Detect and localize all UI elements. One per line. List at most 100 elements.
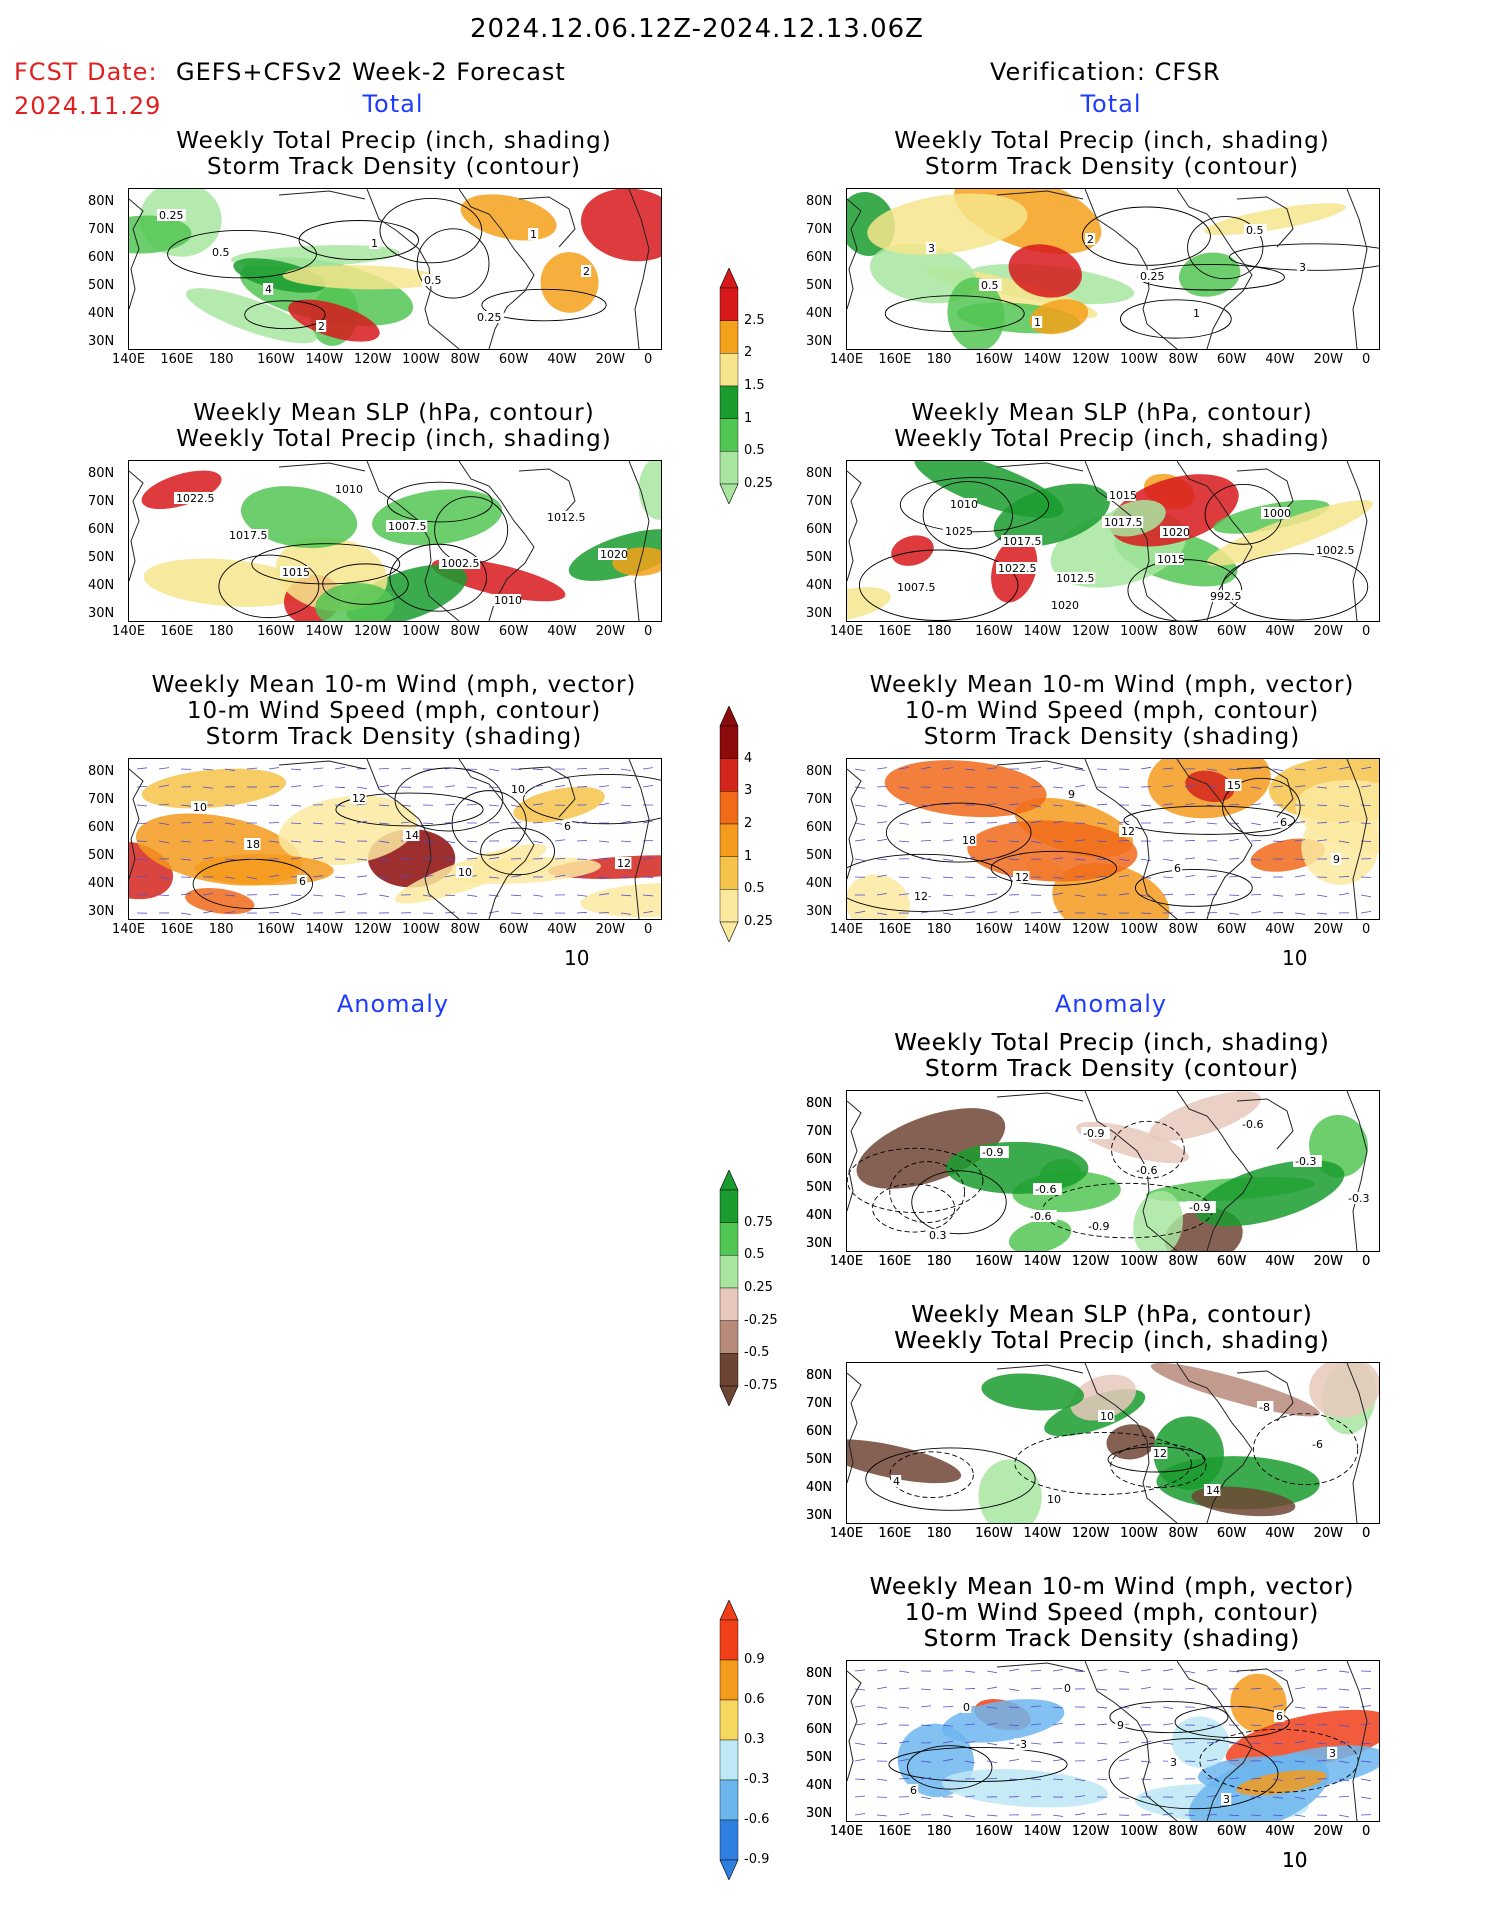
wind-vector xyxy=(312,894,324,897)
wind-vector xyxy=(488,786,500,788)
lon-tick-label: 20W xyxy=(1313,1824,1344,1839)
wind-vector xyxy=(1338,1724,1350,1727)
colorbar-segment xyxy=(719,791,739,825)
coastline xyxy=(278,462,366,472)
wind-vector xyxy=(986,767,998,770)
contour-label-bg xyxy=(1086,1220,1115,1232)
contour-line xyxy=(865,1447,1036,1511)
wind-vector xyxy=(1052,840,1064,843)
wind-vector xyxy=(1316,804,1328,806)
wind-vector xyxy=(466,912,478,915)
contour-line xyxy=(847,1147,984,1213)
lon-tick-label: 140E xyxy=(112,352,146,367)
lat-tick-label: 50N xyxy=(806,1180,833,1195)
wind-vector xyxy=(1294,1706,1306,1709)
wind-vector xyxy=(1118,1796,1130,1799)
contour-label: 10 xyxy=(1100,1410,1114,1423)
lon-tick-label: 40W xyxy=(1265,1254,1295,1269)
wind-vector xyxy=(1360,804,1372,807)
wind-vector xyxy=(1118,1758,1130,1762)
wind-vector xyxy=(854,1813,866,1816)
vector-reference: 10 xyxy=(1282,1848,1308,1872)
shading-region xyxy=(1295,780,1379,855)
contour-label-bg xyxy=(1172,862,1183,874)
wind-vector xyxy=(876,838,888,842)
panel-title-line: Weekly Mean SLP (hPa, contour) xyxy=(193,400,595,426)
panel-title: Weekly Total Precip (inch, shading) Storm… xyxy=(832,1030,1392,1082)
lon-tick-label: 80W xyxy=(1168,1526,1198,1541)
wind-vector xyxy=(1272,768,1284,772)
coastline xyxy=(996,190,1084,200)
contour-line xyxy=(1123,805,1296,835)
wind-vector xyxy=(576,767,588,770)
wind-vector xyxy=(1008,1706,1020,1708)
contour-label-bg xyxy=(1346,1192,1375,1204)
wind-vector xyxy=(1184,893,1196,896)
contour-label-bg xyxy=(1155,553,1184,565)
wind-vector xyxy=(986,1742,998,1746)
wind-vector xyxy=(898,840,910,843)
wind-vector xyxy=(444,821,456,824)
lon-tick-label: 140W xyxy=(1023,1824,1062,1839)
wind-vector xyxy=(1338,1706,1350,1708)
wind-vector xyxy=(268,840,280,843)
wind-vector xyxy=(1052,1722,1064,1726)
wind-vector xyxy=(1272,1796,1284,1799)
lon-tick-label: 80W xyxy=(450,922,480,937)
wind-vector xyxy=(356,893,368,896)
wind-vector xyxy=(1338,1814,1350,1818)
wind-vector xyxy=(224,768,236,771)
contour-label-bg xyxy=(1240,1118,1269,1130)
lat-tick-label: 80N xyxy=(806,466,833,481)
wind-vector xyxy=(642,785,654,788)
verification-total-slp-precip-map: 1025 1022.5 1020 1017.5 1015 992.5 1000 1002.5 1… xyxy=(846,460,1380,622)
lon-tick-label: 20W xyxy=(1313,1254,1344,1269)
contour-label-bg xyxy=(528,228,539,240)
contour-line xyxy=(885,802,1032,863)
shading-region xyxy=(186,288,317,344)
contour-label: 6 xyxy=(564,820,571,833)
lat-tick-label: 70N xyxy=(806,792,833,807)
lat-tick-label: 50N xyxy=(806,1180,833,1195)
coastline xyxy=(628,759,650,919)
lat-tick-label: 30N xyxy=(806,1806,833,1821)
contour-label-bg xyxy=(1081,1127,1110,1139)
contour-label: -0.6 xyxy=(1030,1210,1051,1223)
contour-line xyxy=(335,792,484,827)
vector-reference: 10 xyxy=(1282,1848,1308,1872)
coastline xyxy=(518,766,576,818)
contour-line xyxy=(1014,1432,1192,1495)
wind-vector xyxy=(1074,1795,1086,1798)
colorbar-label: 4 xyxy=(744,750,753,766)
contour-label: 1015 xyxy=(1157,553,1185,566)
wind-vector xyxy=(1074,1778,1086,1782)
lon-tick-label: 120W xyxy=(1071,1254,1110,1269)
lat-tick-label: 50N xyxy=(88,848,115,863)
panel-title: Weekly Mean 10-m Wind (mph, vector) 10-m … xyxy=(832,1574,1392,1652)
lon-tick-label: 100W xyxy=(402,624,440,639)
lon-tick-label: 140W xyxy=(1023,1254,1062,1269)
lon-tick-label: 160W xyxy=(975,1824,1013,1839)
contour-line xyxy=(1110,1442,1207,1488)
panel-title-line: Storm Track Density (contour) xyxy=(924,1056,1300,1082)
contour-label-bg xyxy=(545,511,587,523)
wind-vector xyxy=(1096,912,1108,915)
lon-tick-label: 120W xyxy=(1071,1526,1110,1541)
contour-label: 1 xyxy=(1034,316,1041,329)
wind-vector xyxy=(920,1705,932,1708)
wind-vector xyxy=(1096,875,1108,878)
coastline xyxy=(458,759,535,919)
wind-vector xyxy=(1338,766,1350,770)
wind-vector xyxy=(1140,894,1152,898)
lon-tick-label: 140E xyxy=(830,352,864,367)
panel-title-line: Weekly Mean SLP (hPa, contour) xyxy=(911,1302,1313,1328)
lon-tick-label: 100W xyxy=(1120,624,1158,639)
wind-vector xyxy=(1228,912,1240,915)
wind-vector xyxy=(1118,1741,1130,1744)
wind-vector xyxy=(854,910,866,914)
contour-label: 1015 xyxy=(282,566,310,579)
contour-label: 3 xyxy=(1223,1793,1230,1806)
lat-tick-label: 30N xyxy=(806,1508,833,1523)
wind-vector xyxy=(1272,912,1284,914)
contour-label-bg xyxy=(227,529,269,541)
